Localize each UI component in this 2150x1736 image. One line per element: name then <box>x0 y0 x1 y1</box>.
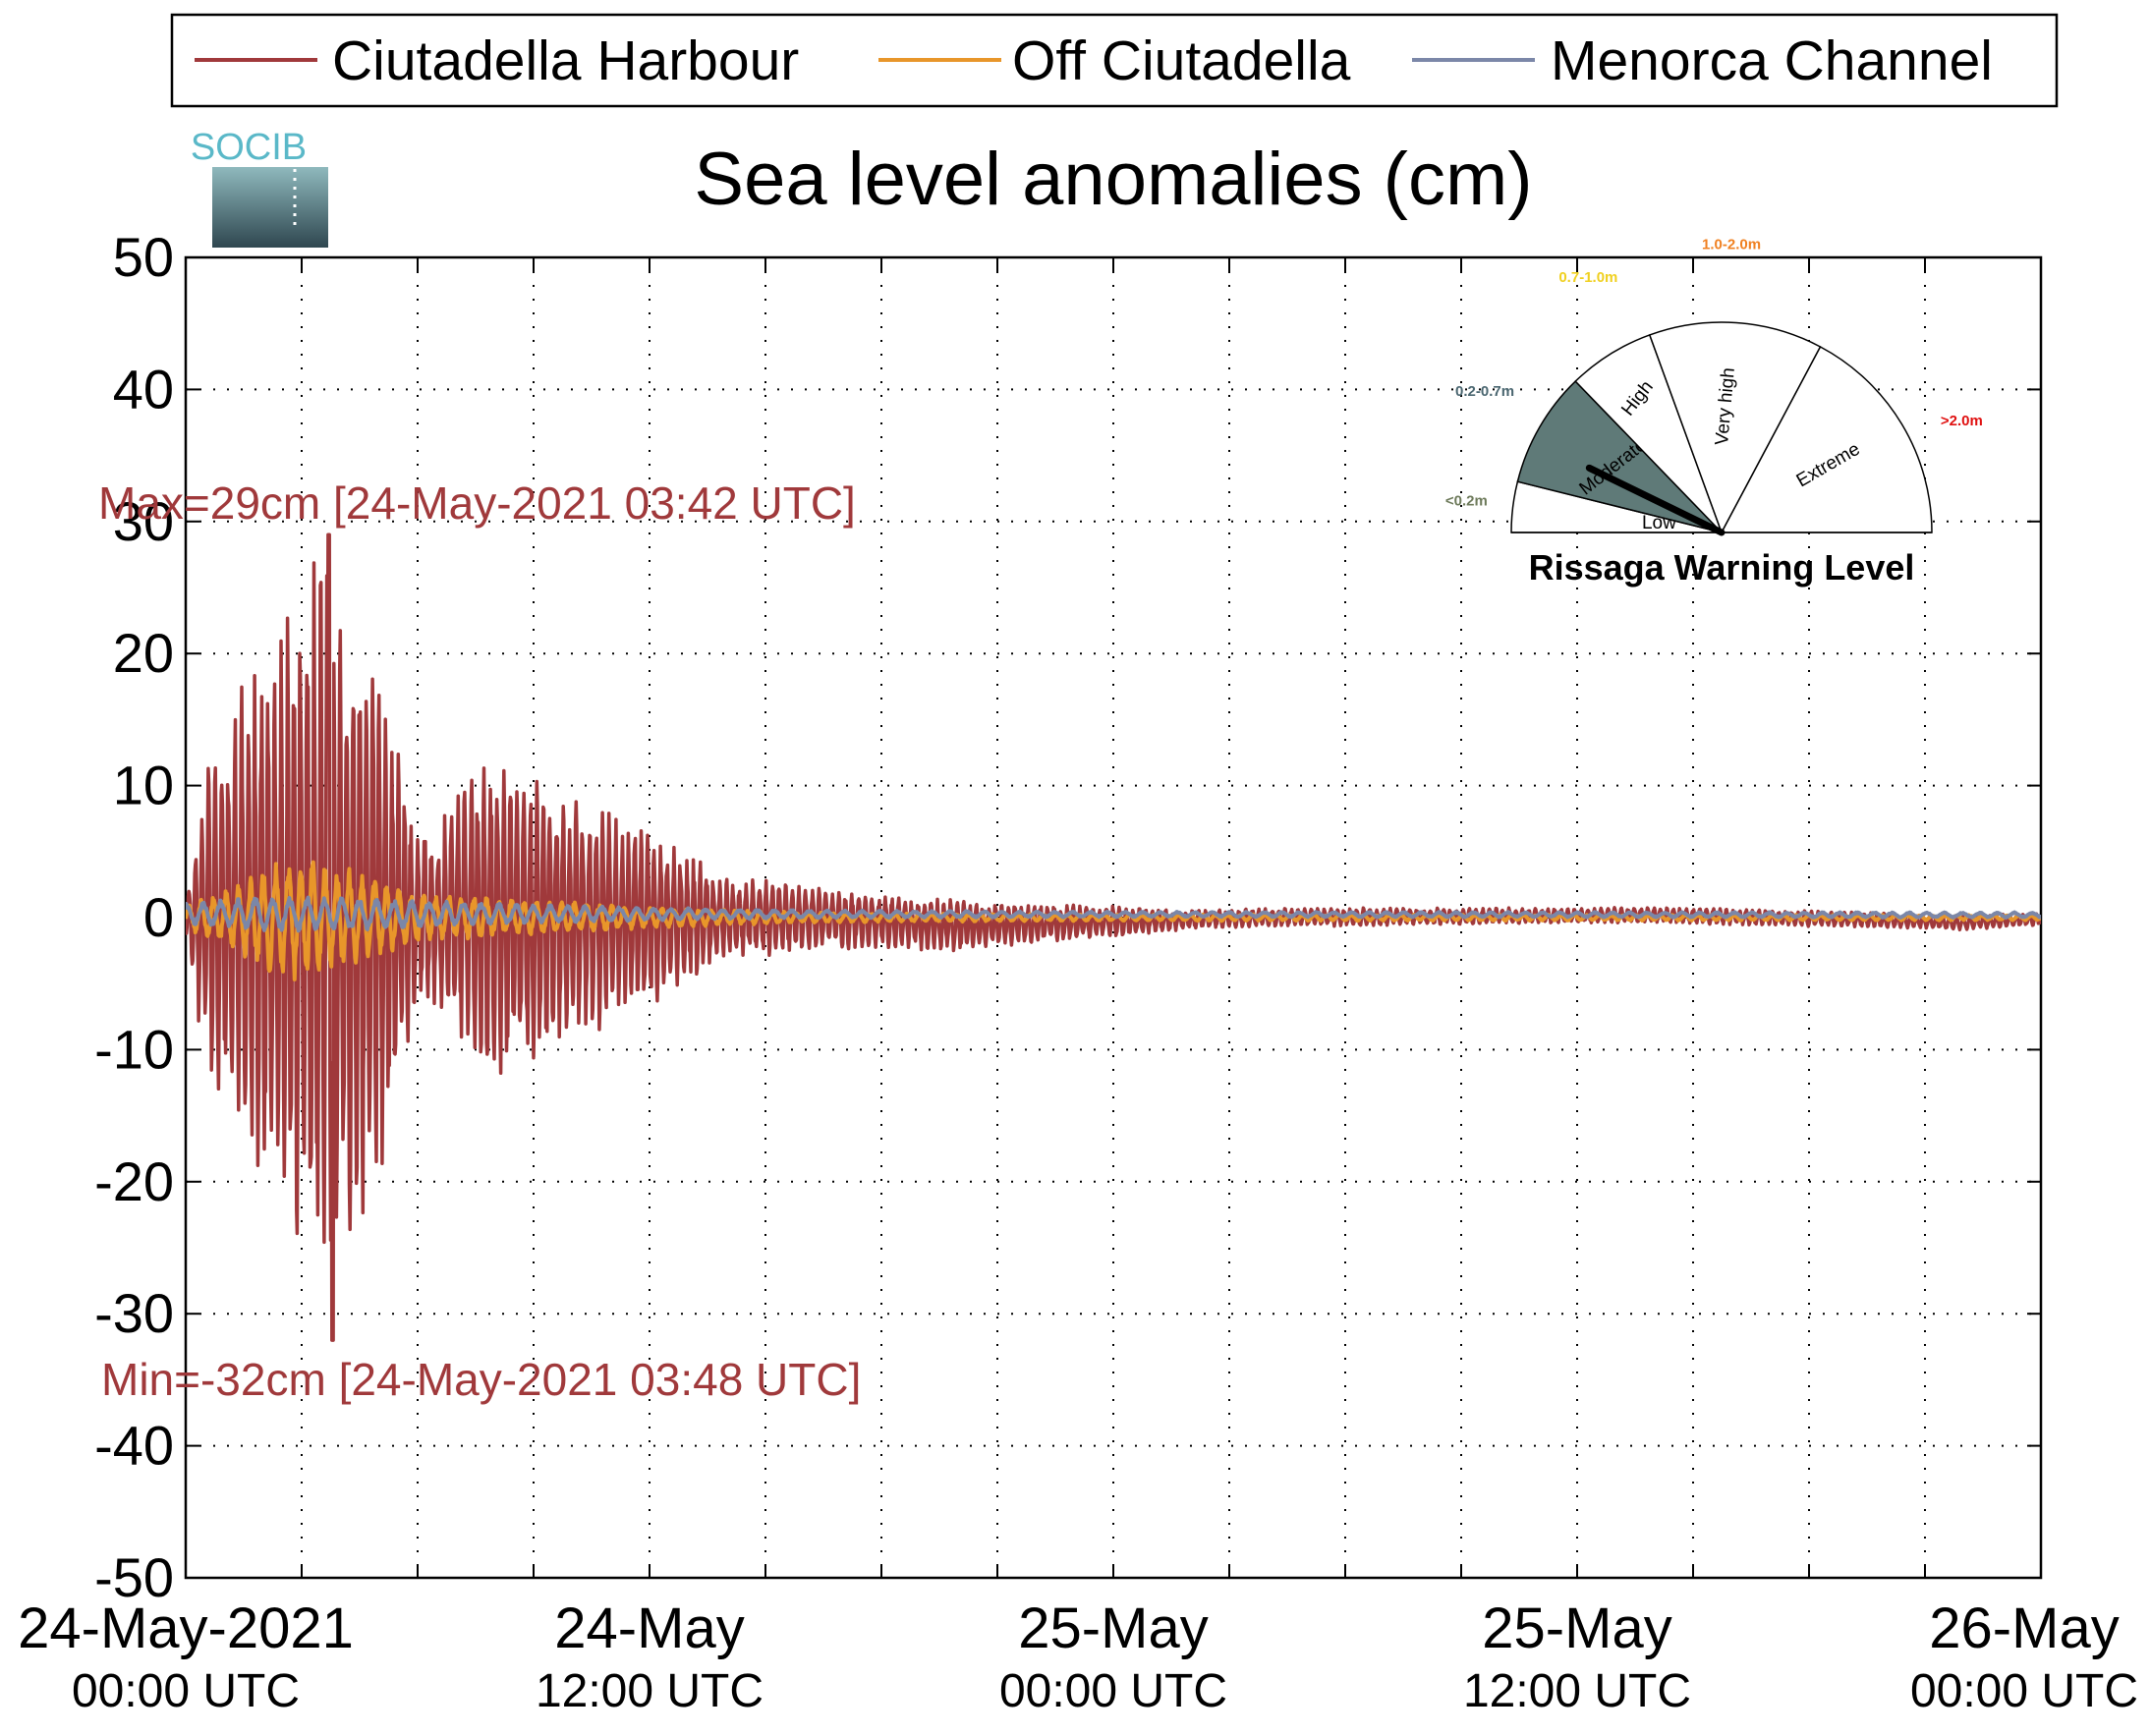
series-lines <box>186 532 2041 1342</box>
legend-label-off-ciutadella: Off Ciutadella <box>1012 29 1351 92</box>
y-tick-labels: 50 40 30 20 10 0 -10 -20 -30 -40 -50 <box>94 226 174 1608</box>
gauge-range-label: 1.0-2.0m <box>1702 236 1761 252</box>
legend-frame <box>170 13 2059 108</box>
legend-label-menorca-channel: Menorca Channel <box>1551 29 1993 92</box>
tick-marks <box>185 256 2042 1579</box>
gauge-range-label: 0.7-1.0m <box>1558 269 1617 286</box>
x-tick-label-date: 25-May <box>1482 1596 1671 1660</box>
socib-logo-block <box>212 167 328 248</box>
socib-logo-text: SOCIB <box>191 127 307 168</box>
chart-title: Sea level anomalies (cm) <box>694 138 1532 221</box>
gauge-range-label: <0.2m <box>1445 493 1488 510</box>
x-tick-label-time: 00:00 UTC <box>1910 1665 2138 1717</box>
y-tick-label: 30 <box>113 490 174 552</box>
y-tick-label: 40 <box>113 358 174 420</box>
series-line-off-ciutadella <box>186 860 2041 981</box>
gauge-title: Rissaga Warning Level <box>1529 547 1915 588</box>
x-tick-label-time: 00:00 UTC <box>999 1665 1227 1717</box>
series-line-ciutadella-harbour <box>186 532 2041 1342</box>
y-tick-label: 0 <box>143 886 174 948</box>
y-tick-label: -20 <box>94 1150 174 1212</box>
gauge-range-label: >2.0m <box>1941 413 1983 429</box>
x-tick-label-date: 25-May <box>1018 1596 1208 1660</box>
max-annotation: Max=29cm [24-May-2021 03:42 UTC] <box>98 477 856 529</box>
legend: Ciutadella Harbour Off Ciutadella Menorc… <box>170 13 2059 108</box>
gauge-sector-moderate <box>1516 380 1725 534</box>
series-line-menorca-channel <box>186 895 2041 933</box>
x-tick-label-date: 26-May <box>1929 1596 2119 1660</box>
x-tick-label-date: 24-May <box>554 1596 744 1660</box>
y-tick-label: -40 <box>94 1415 174 1477</box>
y-tick-label: -50 <box>94 1546 174 1608</box>
gauge-needle <box>1585 464 1726 536</box>
gauge-sector-extreme <box>1720 345 1933 533</box>
y-tick-label: -30 <box>94 1282 174 1344</box>
min-annotation: Min=-32cm [24-May-2021 03:48 UTC] <box>101 1354 861 1405</box>
gauge-range-label: 0.2-0.7m <box>1455 383 1514 400</box>
x-tick-label-date: 24-May-2021 <box>18 1596 354 1660</box>
y-tick-label: -10 <box>94 1018 174 1080</box>
y-tick-label: 10 <box>113 755 174 816</box>
x-tick-label-time: 12:00 UTC <box>536 1665 764 1717</box>
legend-label-ciutadella-harbour: Ciutadella Harbour <box>332 29 799 92</box>
y-tick-label: 50 <box>113 226 174 288</box>
y-tick-label: 20 <box>113 622 174 684</box>
gauge-sector-very-high <box>1648 321 1822 534</box>
x-tick-label-time: 00:00 UTC <box>72 1665 300 1717</box>
socib-logo: SOCIB <box>191 127 328 248</box>
x-tick-label-time: 12:00 UTC <box>1463 1665 1691 1717</box>
